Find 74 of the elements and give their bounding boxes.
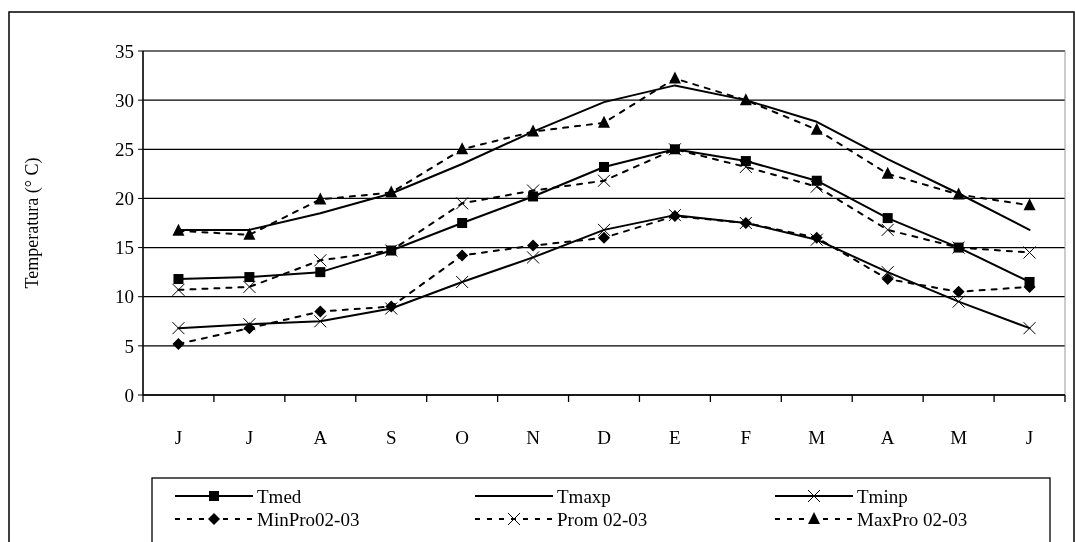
x-tick-label: N	[526, 427, 541, 448]
x-tick-label: O	[455, 427, 470, 448]
point	[455, 196, 469, 210]
x-tick-label: M	[808, 427, 826, 448]
y-tick-label: 20	[115, 188, 134, 210]
y-tick-label: 0	[124, 384, 134, 406]
point	[242, 280, 256, 294]
x-tick-label: A	[313, 427, 328, 448]
point	[739, 93, 752, 106]
point	[952, 285, 965, 298]
point	[173, 274, 184, 285]
point	[599, 161, 609, 172]
point	[172, 337, 185, 350]
point	[243, 227, 256, 240]
point	[455, 275, 469, 289]
x-tick-label: J	[174, 427, 183, 448]
point	[314, 305, 327, 318]
point	[739, 160, 753, 174]
y-tick-label: 35	[115, 40, 134, 62]
point	[881, 223, 895, 237]
point	[526, 184, 540, 198]
point	[456, 142, 469, 155]
point	[810, 180, 824, 194]
point	[314, 192, 327, 205]
point	[315, 267, 326, 278]
point	[1023, 245, 1037, 259]
x-tick-label: E	[669, 427, 681, 448]
point	[597, 223, 611, 237]
legend-label: Tmed	[257, 485, 302, 507]
point	[242, 317, 256, 331]
point	[881, 265, 895, 279]
point	[457, 218, 468, 228]
point	[171, 321, 185, 335]
y-tick-label: 10	[115, 286, 134, 308]
x-tick-label: D	[597, 427, 611, 448]
point	[313, 253, 327, 267]
legend-label: Tmaxp	[557, 485, 611, 507]
point	[882, 213, 893, 224]
legend-label: MinPro02-03	[257, 508, 360, 530]
point	[597, 174, 611, 188]
x-tick-label: M	[950, 427, 968, 448]
x-tick-label: A	[880, 427, 895, 448]
legend-label: MaxPro 02-03	[857, 508, 968, 530]
point	[1023, 321, 1037, 335]
y-tick-label: 25	[115, 138, 134, 160]
point	[456, 249, 469, 262]
point	[598, 231, 610, 244]
point	[952, 187, 965, 200]
x-tick-label: J	[1025, 427, 1034, 448]
point	[527, 124, 540, 137]
point	[171, 283, 185, 297]
legend-label: Prom 02-03	[557, 508, 648, 530]
legend-label: Tminp	[857, 485, 908, 507]
point	[526, 250, 540, 264]
y-axis-title: Temperatura (° C)	[22, 157, 43, 289]
point	[810, 122, 823, 135]
y-tick-label: 30	[115, 89, 134, 111]
point	[385, 185, 398, 198]
point	[527, 239, 540, 252]
point	[881, 273, 894, 286]
point	[598, 115, 610, 128]
point	[1023, 198, 1036, 211]
point	[313, 314, 327, 328]
y-tick-label: 15	[115, 237, 134, 259]
point	[172, 223, 185, 236]
x-tick-label: S	[385, 427, 397, 448]
x-tick-label: F	[740, 427, 752, 448]
point	[952, 295, 966, 309]
point	[668, 71, 681, 84]
x-tick-label: J	[245, 427, 254, 448]
point	[881, 166, 894, 179]
point	[244, 272, 255, 283]
y-tick-label: 5	[124, 335, 134, 357]
point	[243, 322, 256, 335]
